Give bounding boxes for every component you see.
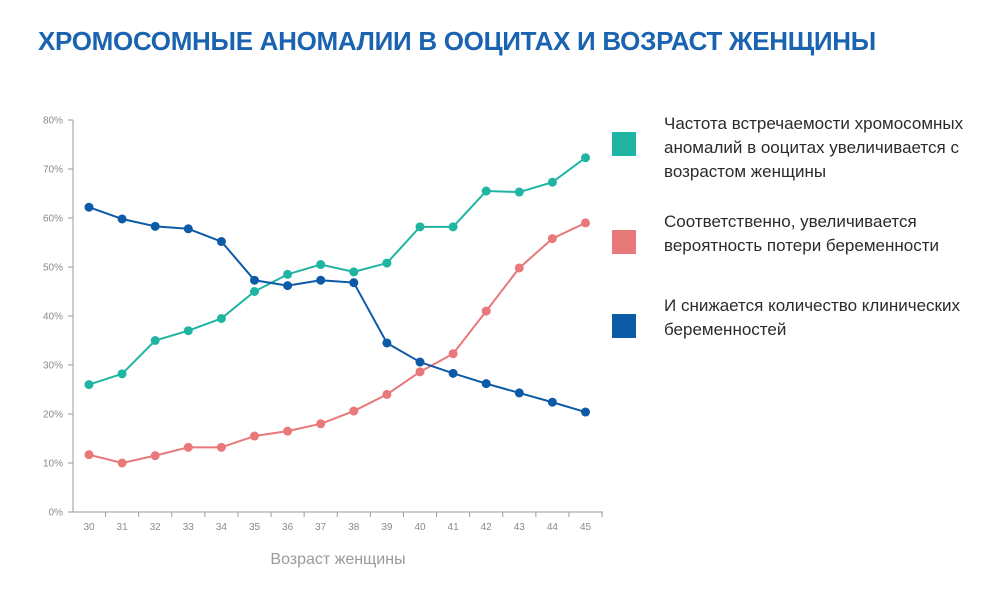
data-point-series-3	[250, 275, 259, 285]
x-tick-label: 43	[514, 522, 526, 533]
data-point-series-2	[581, 218, 590, 228]
data-point-series-2	[415, 367, 425, 377]
legend-swatch-anomalies	[612, 132, 636, 156]
data-point-series-2	[514, 263, 524, 273]
data-point-series-3	[183, 224, 193, 234]
data-point-series-1	[547, 177, 557, 187]
data-point-series-1	[448, 222, 458, 232]
data-point-series-3	[382, 338, 392, 348]
x-tick-label: 40	[414, 522, 426, 533]
data-point-series-2	[283, 426, 293, 436]
legend: Частота встречаемости хромосомных аномал…	[612, 112, 992, 368]
legend-item-loss: Соответственно, увеличивается вероятност…	[612, 210, 992, 258]
data-point-series-1	[481, 186, 491, 196]
x-axis-label: Возраст женщины	[270, 551, 405, 568]
data-point-series-2	[216, 442, 226, 452]
data-point-series-2	[150, 451, 160, 461]
series-line-2	[88, 221, 586, 464]
x-tick-label: 41	[448, 522, 460, 533]
y-tick-label: 70%	[43, 165, 63, 176]
x-tick-label: 30	[83, 522, 95, 533]
y-tick-label: 40%	[43, 312, 63, 323]
x-tick-label: 39	[381, 522, 393, 533]
data-point-series-2	[183, 442, 193, 452]
legend-label-anomalies: Частота встречаемости хромосомных аномал…	[664, 114, 964, 181]
x-tick-label: 32	[150, 522, 162, 533]
data-point-series-1	[216, 313, 226, 323]
y-tick-label: 50%	[43, 263, 63, 274]
x-tick-label: 34	[216, 522, 228, 533]
x-tick-label: 38	[348, 522, 360, 533]
data-point-series-2	[250, 431, 259, 441]
x-tick-label: 45	[580, 522, 592, 533]
data-point-series-1	[349, 267, 359, 277]
data-point-series-1	[415, 222, 425, 232]
data-point-series-3	[547, 397, 557, 407]
legend-swatch-loss	[612, 230, 636, 254]
chart-title: ХРОМОСОМНЫЕ АНОМАЛИИ В ООЦИТАХ И ВОЗРАСТ…	[38, 26, 876, 56]
data-point-series-1	[382, 258, 392, 268]
y-tick-label: 10%	[43, 459, 63, 470]
x-tick-label: 42	[481, 522, 493, 533]
data-point-series-2	[547, 234, 557, 244]
data-point-series-1	[283, 269, 293, 279]
legend-swatch-pregnancies	[612, 314, 636, 338]
y-tick-label: 80%	[43, 116, 63, 127]
y-tick-label: 60%	[43, 214, 63, 225]
legend-label-pregnancies: И снижается количество клинических берем…	[664, 296, 960, 339]
data-point-series-1	[183, 326, 193, 336]
series-line-1	[88, 156, 587, 386]
data-point-series-2	[349, 406, 359, 416]
x-tick-label: 36	[282, 522, 294, 533]
data-point-series-3	[514, 388, 524, 398]
data-point-series-2	[382, 389, 392, 399]
data-point-series-1	[250, 287, 259, 296]
data-point-series-1	[84, 380, 94, 390]
data-point-series-3	[448, 368, 458, 378]
data-point-series-3	[481, 379, 491, 389]
x-tick-label: 37	[315, 522, 327, 533]
legend-label-loss: Соответственно, увеличивается вероятност…	[664, 212, 939, 255]
data-point-series-2	[117, 458, 127, 468]
data-point-series-1	[316, 260, 326, 270]
data-point-series-3	[283, 281, 293, 291]
x-tick-label: 44	[547, 522, 559, 533]
legend-item-pregnancies: И снижается количество клинических берем…	[612, 294, 992, 342]
data-point-series-3	[84, 202, 94, 212]
data-point-series-3	[117, 214, 127, 224]
data-point-series-1	[117, 369, 127, 379]
data-point-series-2	[316, 419, 326, 429]
y-tick-label: 0%	[49, 508, 64, 519]
data-point-series-2	[84, 450, 94, 460]
data-point-series-3	[216, 237, 226, 247]
series-line-3	[88, 206, 586, 413]
y-tick-label: 30%	[43, 361, 63, 372]
data-point-series-3	[349, 278, 359, 288]
data-point-series-3	[581, 407, 590, 417]
x-tick-label: 33	[183, 522, 195, 533]
data-point-series-3	[316, 275, 326, 285]
data-point-series-3	[150, 221, 160, 231]
y-tick-label: 20%	[43, 410, 63, 421]
data-point-series-2	[448, 349, 458, 359]
x-tick-label: 35	[249, 522, 261, 533]
data-point-series-1	[581, 153, 590, 163]
x-tick-label: 31	[117, 522, 129, 533]
data-point-series-1	[150, 336, 160, 345]
legend-item-anomalies: Частота встречаемости хромосомных аномал…	[612, 112, 992, 184]
data-point-series-2	[481, 306, 491, 316]
data-point-series-1	[514, 187, 524, 197]
data-point-series-3	[415, 357, 425, 367]
